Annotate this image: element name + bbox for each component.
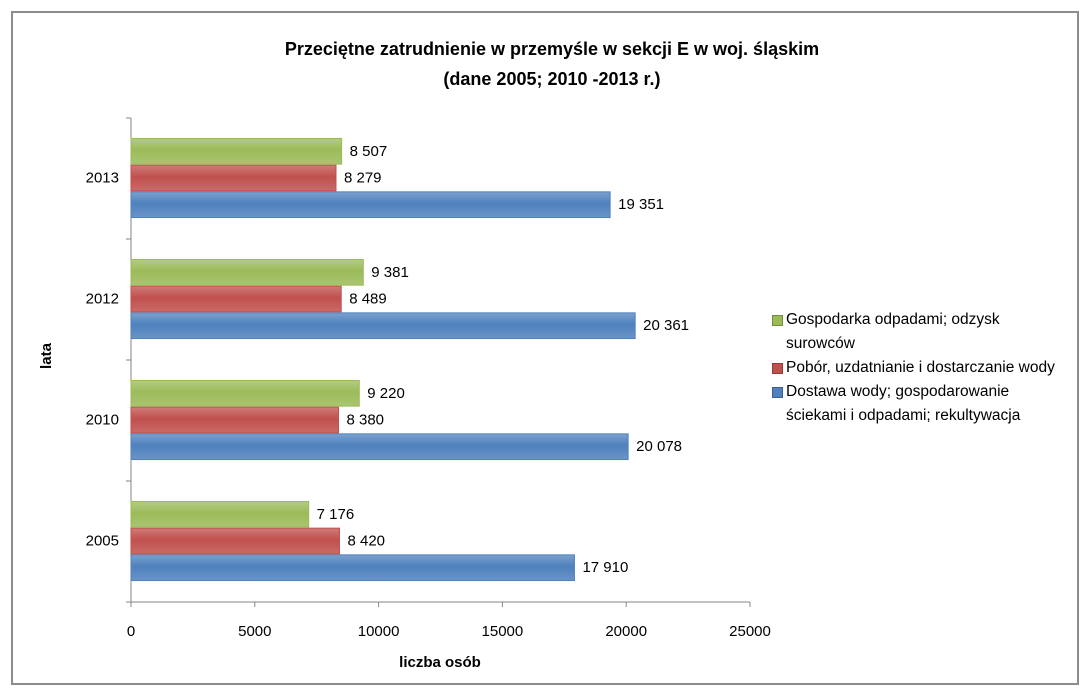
- data-label: 8 380: [346, 411, 384, 428]
- x-tick-label: 0: [127, 623, 135, 640]
- bar: [130, 137, 343, 165]
- bar: [130, 433, 629, 461]
- data-label: 8 279: [344, 169, 382, 186]
- bar: [130, 379, 360, 407]
- data-label: 8 489: [349, 290, 387, 307]
- legend-label: Gospodarka odpadami; odzysk surowców: [786, 311, 1000, 352]
- y-tick-label: 2010: [86, 411, 119, 428]
- legend-swatch: [772, 315, 783, 326]
- bar: [130, 406, 339, 434]
- legend-item: Pobór, uzdatnianie i dostarczanie wody: [772, 356, 1072, 380]
- x-tick-label: 25000: [729, 623, 771, 640]
- legend-label: Pobór, uzdatnianie i dostarczanie wody: [786, 359, 1055, 376]
- data-label: 17 910: [582, 559, 628, 576]
- chart-subtitle: (dane 2005; 2010 -2013 r.): [443, 69, 660, 89]
- data-label: 9 220: [367, 385, 405, 402]
- legend-label: Dostawa wody; gospodarowanie ściekami i …: [786, 383, 1021, 424]
- y-tick-label: 2005: [86, 532, 119, 549]
- data-label: 19 351: [618, 196, 664, 213]
- x-tick-label: 15000: [482, 623, 524, 640]
- chart-title: Przeciętne zatrudnienie w przemyśle w se…: [285, 39, 819, 59]
- y-tick-label: 2012: [86, 290, 119, 307]
- data-label: 20 361: [643, 317, 689, 334]
- data-label: 7 176: [317, 506, 355, 523]
- bar: [130, 285, 342, 313]
- bar: [130, 554, 575, 582]
- data-label: 8 507: [350, 143, 388, 160]
- legend: Gospodarka odpadami; odzysk surowców Pobó…: [772, 308, 1072, 428]
- x-tick-label: 20000: [605, 623, 647, 640]
- x-axis-label: liczba osób: [399, 654, 481, 671]
- data-label: 20 078: [636, 438, 682, 455]
- data-label: 9 381: [371, 264, 409, 281]
- x-tick-label: 5000: [238, 623, 271, 640]
- bar: [130, 527, 340, 555]
- legend-item: Dostawa wody; gospodarowanie ściekami i …: [772, 380, 1072, 428]
- bar: [130, 258, 364, 286]
- bar: [130, 500, 310, 528]
- bar: [130, 191, 611, 219]
- legend-swatch: [772, 387, 783, 398]
- data-label: 8 420: [347, 532, 385, 549]
- bar: [130, 312, 636, 340]
- legend-swatch: [772, 363, 783, 374]
- x-tick-label: 10000: [358, 623, 400, 640]
- y-axis-label: lata: [38, 342, 55, 369]
- bar: [130, 164, 337, 192]
- y-tick-label: 2013: [86, 169, 119, 186]
- legend-item: Gospodarka odpadami; odzysk surowców: [772, 308, 1072, 356]
